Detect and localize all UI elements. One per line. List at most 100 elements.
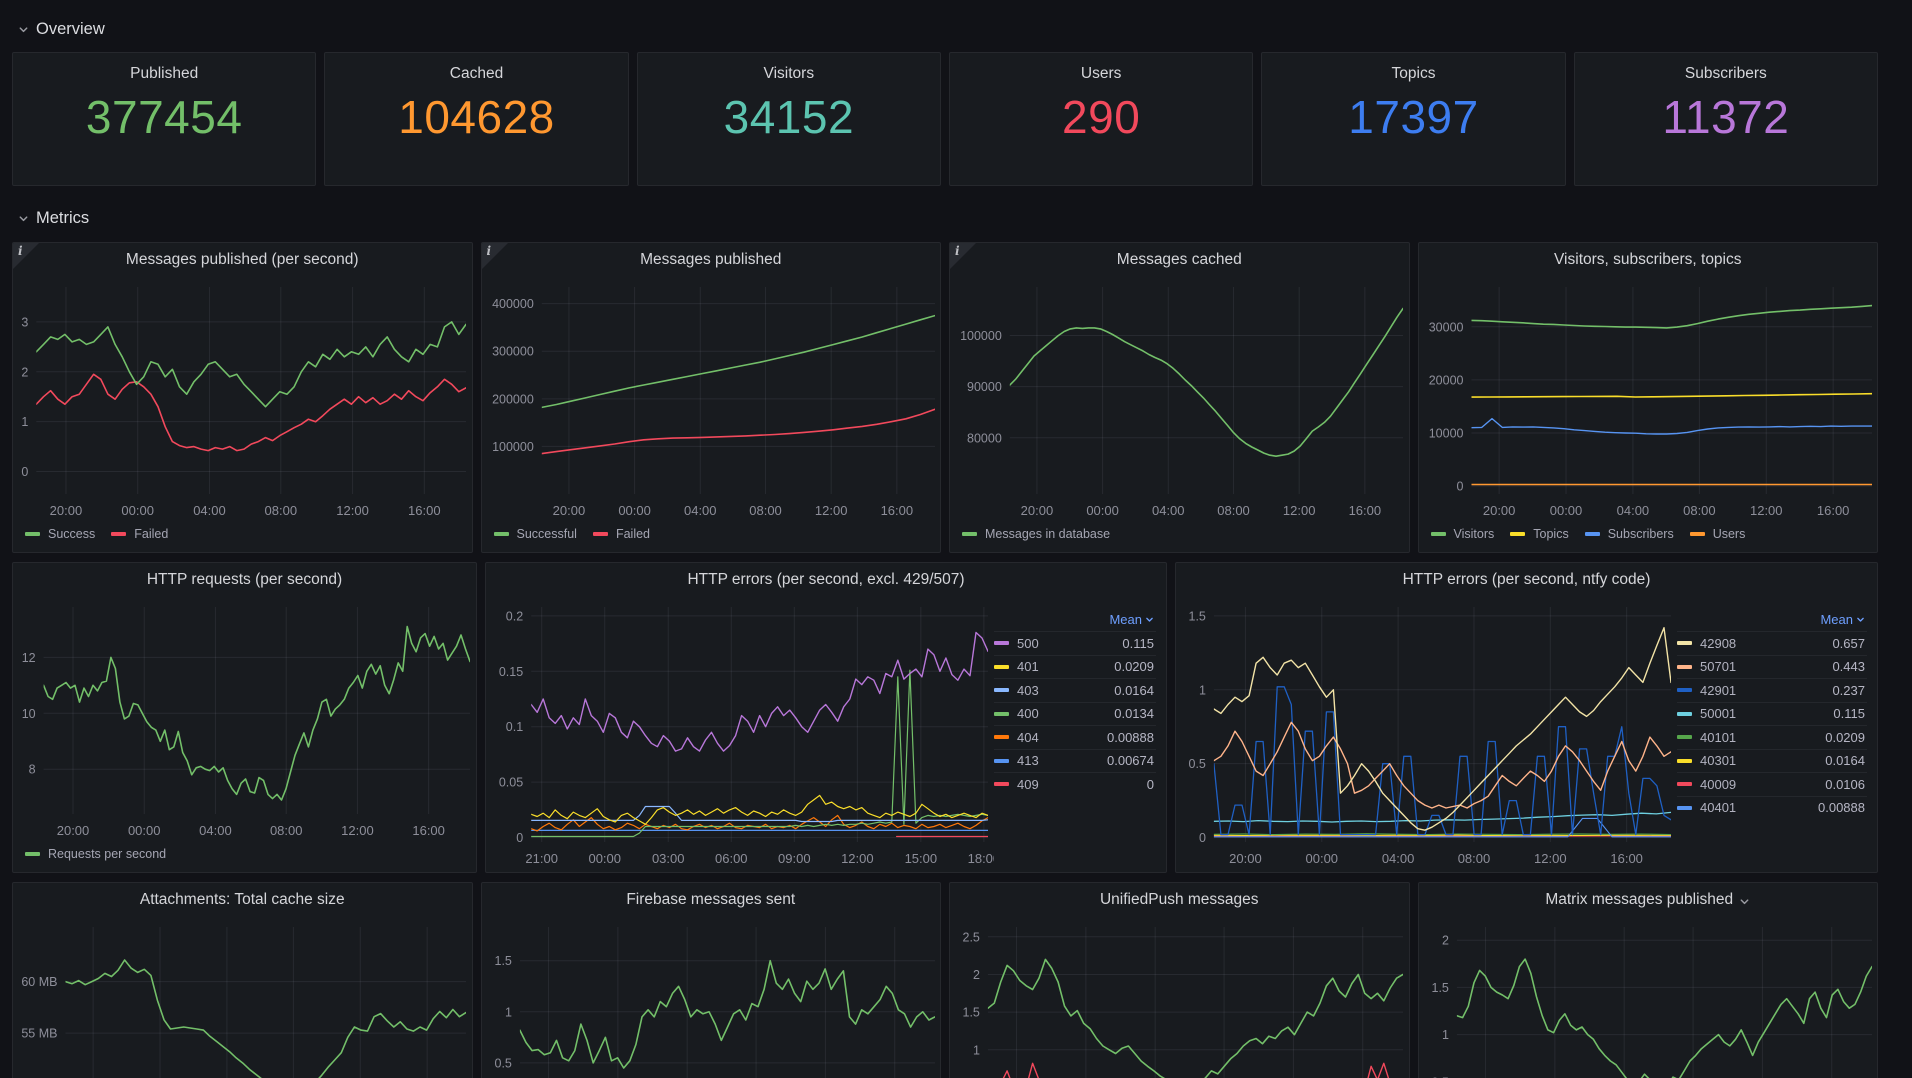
legend-series-dash-icon [994,688,1009,693]
legend-item[interactable]: 413 0.00674 [994,748,1156,773]
legend-series-dash-icon [592,532,608,536]
legend-item[interactable]: Failed [592,527,650,541]
x-tick-label: 20:00 [57,823,90,838]
visitors-subscribers-topics-chart[interactable]: 0 10000 20000 30000 20:00 00:00 04:00 08:00 12:0… [1419,277,1878,524]
legend-mean-sort-header[interactable]: Mean [1677,607,1867,631]
legend-item[interactable]: 40009 0.0106 [1677,772,1867,796]
legend-item[interactable]: Successful [493,527,577,541]
x-tick-label: 00:00 [1549,503,1582,518]
panel-title[interactable]: HTTP errors (per second, excl. 429/507) [687,571,965,588]
legend-series-mean-value: 0.0209 [1825,729,1865,745]
legend-series-label: 40101 [1700,729,1737,745]
legend-series-label: Successful [516,527,577,541]
x-tick-label: 06:00 [715,851,748,866]
legend-series-mean-value: 0.657 [1832,635,1865,651]
legend-item[interactable]: 40401 0.00888 [1677,795,1867,820]
chart-series-group [987,958,1404,1078]
chart-axes: 0 1 2 3 20:00 00:00 04:00 08:00 12:00 16:00 [21,287,466,518]
panel-title[interactable]: Messages cached [1116,251,1242,268]
panel-title[interactable]: Attachments: Total cache size [139,891,345,908]
legend-series-mean-value: 0.0134 [1114,706,1154,722]
legend-series-label: Failed [615,527,650,541]
legend-series-dash-icon [493,532,509,536]
legend-item[interactable]: Success [25,527,95,541]
messages-cached-chart[interactable]: 80000 90000 100000 20:00 00:00 04:00 08:00 12:0… [950,277,1409,524]
legend-series-dash-icon [994,641,1009,646]
panel-title[interactable]: UnifiedPush messages [1099,891,1259,908]
messages-published-chart[interactable]: 100000 200000 300000 400000 20:00 00:00 04:00 0… [482,277,941,524]
legend-series-mean-value: 0.0164 [1825,753,1865,769]
panel-title[interactable]: Messages published [640,251,782,268]
http-requests-chart[interactable]: 8 10 12 20:00 00:00 04:00 08:00 12:00 16:00 [13,597,476,844]
legend-series-mean-value: 0.0106 [1825,776,1865,792]
panel-menu-chevron-icon[interactable] [1739,896,1750,907]
http-errors-ntfy-chart[interactable]: 0 0.5 1 1.5 20:00 00:00 04:00 08:00 12:00 16:00 [1176,597,1677,872]
legend-series-dash-icon [994,735,1009,740]
stat-title: Subscribers [1684,65,1767,82]
legend-item[interactable]: 42908 0.657 [1677,631,1867,655]
x-tick-label: 20:00 [1021,503,1054,518]
legend-item[interactable]: 401 0.0209 [994,654,1156,679]
legend-series-label: 500 [1017,635,1039,651]
legend-item[interactable]: 50001 0.115 [1677,701,1867,726]
y-tick-label: 12 [22,651,36,665]
legend-item[interactable]: 50701 0.443 [1677,654,1867,679]
stat-title: Users [1080,65,1122,82]
chart-axes: 100000 200000 300000 400000 20:00 00:00 04:00 0… [492,287,935,518]
y-tick-label: 2.5 [963,930,980,944]
messages-published-rate-chart[interactable]: 0 1 2 3 20:00 00:00 04:00 08:00 12:00 16:00 [13,277,472,524]
panel-info-icon[interactable]: i [950,243,976,269]
legend-item[interactable]: 409 0 [994,772,1156,796]
x-tick-label: 12:00 [1749,503,1782,518]
panel-title[interactable]: Messages published (per second) [125,251,359,268]
panel-title[interactable]: Visitors, subscribers, topics [1554,251,1742,268]
legend-series-label: Topics [1533,527,1569,541]
x-tick-label: 20:00 [552,503,585,518]
legend-item[interactable]: 42901 0.237 [1677,678,1867,702]
y-tick-label: 0 [1199,831,1206,845]
panel-title[interactable]: Firebase messages sent [626,891,796,908]
legend-series-dash-icon [1430,532,1446,536]
panel-title[interactable]: Matrix messages published [1419,883,1878,917]
section-header-overview[interactable]: Overview [18,16,1878,42]
legend-item[interactable]: Messages in database [962,527,1110,541]
legend-mean-sort-header[interactable]: Mean [994,607,1156,631]
section-header-metrics[interactable]: Metrics [18,206,1878,230]
chart-series-group [43,625,470,801]
legend-item[interactable]: Subscribers [1584,527,1674,541]
legend-item[interactable]: Visitors [1430,527,1494,541]
legend-item[interactable]: Failed [111,527,168,541]
panel-title[interactable]: HTTP errors (per second, ntfy code) [1402,571,1651,588]
chart-axes: 0 0.05 0.1 0.15 0.2 21:00 00:00 03:00 06:00 09:00… [499,607,994,866]
series-UnifiedPush failed [1002,1062,1390,1078]
legend-series-dash-icon [1677,758,1692,763]
panel-info-icon[interactable]: i [481,243,508,269]
legend-item[interactable]: 500 0.115 [994,631,1156,655]
legend-series-label: Users [1712,527,1746,541]
x-tick-label: 16:00 [412,823,445,838]
legend-item[interactable]: 404 0.00888 [994,725,1156,749]
series-Subscribers [1471,417,1872,435]
legend-item[interactable]: 40301 0.0164 [1677,748,1867,773]
legend-series-dash-icon [994,711,1009,716]
legend-item[interactable]: 400 0.0134 [994,701,1156,726]
legend-series-dash-icon [1677,782,1692,787]
panel-title[interactable]: HTTP requests (per second) [146,571,343,588]
legend-item[interactable]: 40101 0.0209 [1677,725,1867,749]
legend-item[interactable]: Users [1689,527,1746,541]
legend-item[interactable]: Topics [1510,527,1569,541]
panel-info-icon[interactable]: i [13,243,39,269]
legend-item[interactable]: 403 0.0164 [994,678,1156,702]
x-tick-label: 00:00 [1086,503,1119,518]
http-errors-general-chart[interactable]: 0 0.05 0.1 0.15 0.2 21:00 00:00 03:00 06:00 09:00… [486,597,994,872]
y-tick-label: 80000 [967,431,1002,445]
stat-value: 290 [1062,91,1141,143]
y-tick-label: 20000 [1428,373,1463,387]
legend-mean-label: Mean [1109,611,1142,627]
section-title: Metrics [36,208,90,227]
legend-item[interactable]: Requests per second [25,847,166,861]
